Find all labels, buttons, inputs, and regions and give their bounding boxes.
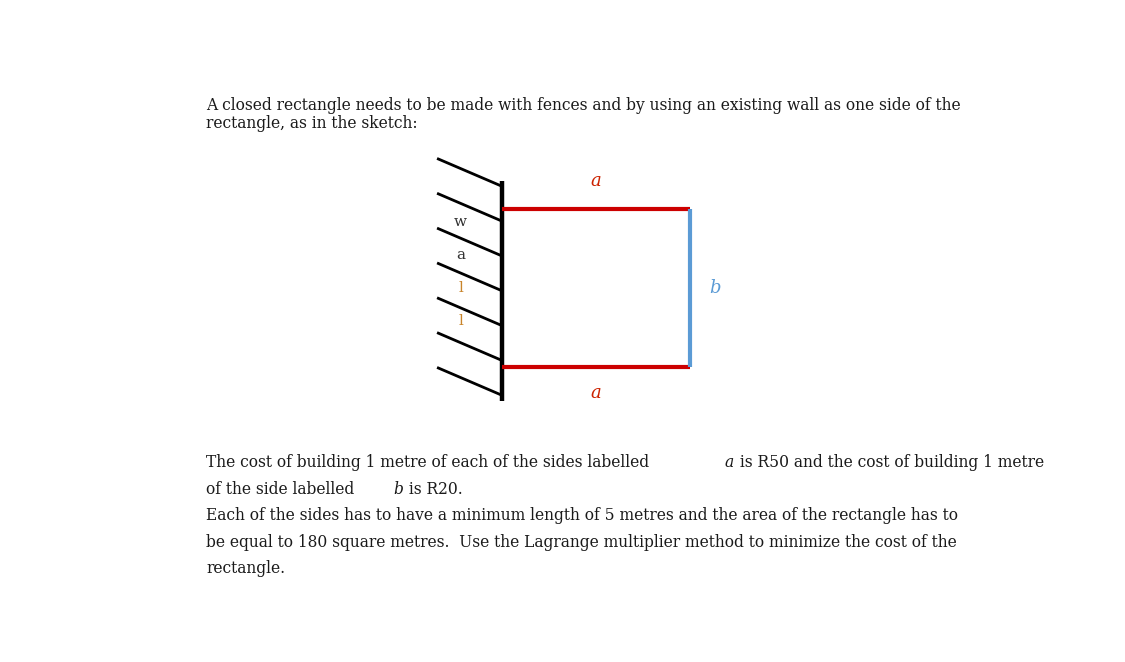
Text: be equal to 180 square metres.  Use the Lagrange multiplier method to minimize t: be equal to 180 square metres. Use the L… <box>206 534 956 551</box>
Text: a: a <box>724 454 734 471</box>
Text: Each of the sides has to have a minimum length of 5 metres and the area of the r: Each of the sides has to have a minimum … <box>206 507 958 524</box>
Text: A closed rectangle needs to be made with fences and by using an existing wall as: A closed rectangle needs to be made with… <box>206 97 961 115</box>
Text: w: w <box>455 214 467 228</box>
Text: is R50 and the cost of building 1 metre: is R50 and the cost of building 1 metre <box>736 454 1044 471</box>
Text: of the side labelled: of the side labelled <box>206 481 359 498</box>
Text: rectangle.: rectangle. <box>206 560 285 577</box>
Text: a: a <box>456 248 465 261</box>
Text: l: l <box>458 314 463 328</box>
Text: a: a <box>591 172 602 190</box>
Text: The cost of building 1 metre of each of the sides labelled: The cost of building 1 metre of each of … <box>206 454 654 471</box>
Text: is R20.: is R20. <box>404 481 462 498</box>
Text: b: b <box>394 481 404 498</box>
Text: rectangle, as in the sketch:: rectangle, as in the sketch: <box>206 115 417 132</box>
Text: b: b <box>709 279 721 297</box>
Text: l: l <box>458 281 463 295</box>
Text: a: a <box>591 384 602 402</box>
